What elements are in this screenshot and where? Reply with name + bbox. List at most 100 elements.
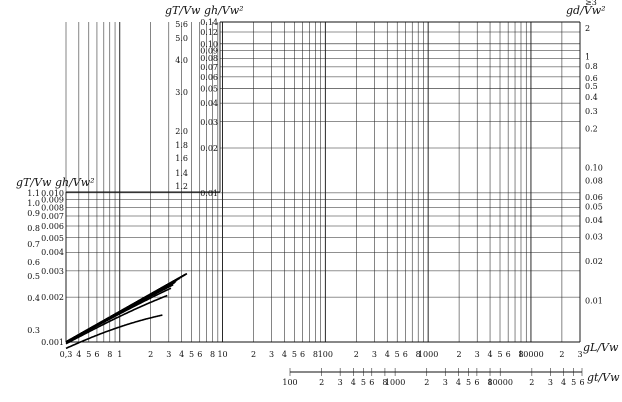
x-tick-label: 0,3 [60,350,73,359]
T-tick-lower: 0.3 [27,326,40,335]
x-tick-label: 100 [318,350,333,359]
h-tick-upper: 0.09 [200,47,218,56]
x2-tick-label: 4 [351,378,356,387]
series-label: 0.3 [585,107,598,116]
x-tick-label: 5 [189,350,194,359]
series-label: 0.08 [585,177,603,186]
x2-tick-label: 3 [338,378,343,387]
T-tick-upper: 1.4 [175,169,188,178]
T-tick-lower: 0.6 [27,258,40,267]
series-labels: ≥3 2 10.8 0.60.5 0.4 0.3 0.2 0.10 0.08 0.060.05 0.… [585,0,603,305]
series-label: 0.05 [585,203,603,212]
x2-tick-label: 5 [571,378,576,387]
series-label: ≥3 [585,0,597,7]
x-tick-label: 3 [475,350,480,359]
h-tick-lower: 0.007 [41,212,64,221]
x2-tick-label: 8 [382,378,387,387]
x2-tick-label: 4 [456,378,461,387]
h-tick-upper: 0.10 [200,40,218,49]
T-tick-lower: 0.7 [27,240,40,249]
h-tick-upper: 0.08 [200,54,218,63]
h-tick-lower: 0.003 [41,267,64,276]
x2-tick-label: 2 [529,378,534,387]
h-tick-lower: 0.002 [41,293,64,302]
T-tick-lower: 0.5 [27,272,40,281]
x-tick-label: 2 [354,350,359,359]
x-tick-label: 6 [506,350,511,359]
h-tick-lower: 0.004 [41,248,64,257]
curve-line [65,287,172,344]
curves [65,272,188,350]
series-label: 0.2 [585,125,598,134]
h-tick-lower: 0.010 [41,189,64,198]
x2-tick-label: 5 [361,378,366,387]
y-label-lower: gT/Vw gh/Vw² [16,176,95,189]
x-tick-label: 8 [416,350,421,359]
series-label: 0.06 [585,193,603,202]
curve-line [65,294,168,345]
x-tick-label: 3 [372,350,377,359]
x-tick-label: 3 [166,350,171,359]
series-label: 0.4 [585,93,598,102]
T-tick-upper: 4.0 [175,56,188,65]
x2-tick-label: 3 [548,378,553,387]
h-tick-upper: 0.04 [200,99,218,108]
h-tick-upper: 0.07 [200,63,218,72]
y-label-upper: gT/Vw gh/Vw² [165,4,244,17]
h-tick-upper: 0.05 [200,85,218,94]
x-tick-label: 5 [292,350,297,359]
x2-tick-label: 8 [487,378,492,387]
x-tick-label: 1 [117,350,122,359]
T-tick-lower: 0.4 [27,294,40,303]
series-label: 2 [585,24,590,33]
x-tick-label: 6 [197,350,202,359]
T-tick-lower: 0.9 [27,209,40,218]
x-tick-label: 4 [385,350,390,359]
series-label: 1 [585,53,590,62]
x-tick-label: 8 [210,350,215,359]
T-tick-upper: 2.0 [175,127,188,136]
x-tick-label: 6 [94,350,99,359]
x-tick-label: 5 [395,350,400,359]
T-tick-upper: 5.0 [175,34,188,43]
x2-tick-label: 2 [424,378,429,387]
x2-tick-label: 2 [319,378,324,387]
h-tick-upper: 0.14 [200,18,218,27]
x-tick-label: 2 [559,350,564,359]
x2-tick-label: 6 [369,378,374,387]
x2-tick-label: 6 [579,378,584,387]
x-tick-label: 2 [148,350,153,359]
series-label: 0.8 [585,62,598,71]
x-axis-label: gL/Vw [583,341,619,354]
h-tick-lower: 0.008 [41,203,64,212]
x-tick-label: 3 [577,350,582,359]
series-label: 0.10 [585,164,603,173]
series-label: 0.02 [585,257,603,266]
x-tick-label: 1000 [418,350,438,359]
h-tick-lower: 0.005 [41,234,64,243]
x-tick-label: 6 [403,350,408,359]
x2-tick-label: 4 [561,378,566,387]
x2-tick-label: 6 [474,378,479,387]
x-tick-label: 4 [76,350,81,359]
x-tick-label: 10 [217,350,227,359]
T-tick-lower: 1.1 [27,189,40,198]
x-tick-label: 5 [497,350,502,359]
x2-tick-label: 5 [466,378,471,387]
x2-axis-label: gt/Vw [587,371,620,384]
x2-tick-label: 3 [443,378,448,387]
T-tick-upper: 5.6 [175,20,188,29]
x-tick-label: 4 [487,350,492,359]
series-label: 0.01 [585,296,603,305]
series-label: 0.03 [585,232,603,241]
h-tick-upper: 0.03 [200,118,218,127]
T-tick-lower: 0.8 [27,224,40,233]
series-label: 0.5 [585,82,598,91]
series-label: 0.6 [585,74,598,83]
x2-tick-label: 1000 [385,378,405,387]
T-tick-lower: 1.0 [27,199,40,208]
h-tick-upper: 0.12 [200,28,218,37]
x-tick-label: 8 [518,350,523,359]
